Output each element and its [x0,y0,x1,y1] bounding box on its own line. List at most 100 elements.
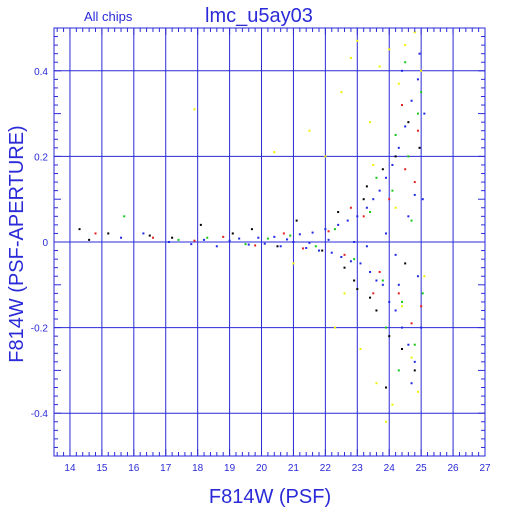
data-point-blue [369,270,372,273]
data-point-red [193,239,196,242]
chart-subtitle: All chips [84,9,133,24]
data-point-blue [418,52,421,55]
data-point-yellow [391,403,394,406]
data-point-yellow [375,382,378,385]
data-point-yellow [349,56,352,59]
data-point-blue [388,300,391,303]
data-point-blue [413,360,416,363]
data-point-blue [397,283,400,286]
data-point-blue [407,215,410,218]
y-axis-label: F814W (PSF-APERTURE) [6,125,28,362]
data-point-green [369,211,372,214]
data-point-blue [397,146,400,149]
data-point-blue [346,219,349,222]
data-point-blue [394,309,397,312]
data-point-yellow [372,163,375,166]
data-point-red [362,215,365,218]
data-point-red [302,247,305,250]
data-point-blue [120,236,123,239]
data-point-black [385,386,388,389]
data-point-black [394,155,397,158]
x-tick-label: 16 [128,463,140,474]
data-point-blue [257,236,260,239]
data-point-blue [330,251,333,254]
data-point-yellow [378,65,381,68]
x-axis-label: F814W (PSF) [209,486,331,508]
y-tick-label: 0.4 [34,67,48,78]
data-point-blue [372,198,375,201]
data-point-black [148,234,151,237]
data-point-blue [356,215,359,218]
data-point-green [394,134,397,136]
data-point-red [254,244,257,247]
data-point-blue [142,232,145,235]
data-point-yellow [404,44,407,47]
data-point-green [397,369,400,372]
data-point-green [391,189,394,192]
data-point-blue [407,343,410,346]
data-point-red [94,232,97,235]
data-point-red [404,168,407,171]
data-point-green [421,292,424,295]
data-point-black [343,266,346,269]
data-point-blue [410,99,413,102]
data-point-yellow [400,305,403,308]
data-point-yellow [423,275,426,278]
data-point-blue [413,193,416,196]
data-point-black [250,228,253,231]
data-point-red [416,129,419,132]
x-tick-label: 24 [384,463,396,474]
data-point-blue [279,245,282,248]
data-point-black [231,232,234,235]
data-point-red [327,230,330,233]
x-tick-label: 25 [416,463,428,474]
data-point-yellow [292,262,295,265]
data-point-yellow [416,390,419,393]
data-point-blue [308,241,311,244]
data-point-green [123,215,126,218]
data-point-black [107,232,110,235]
data-point-blue [385,176,388,179]
data-point-yellow [420,69,423,72]
data-point-blue [391,163,394,166]
data-point-blue [327,238,330,241]
data-point-blue [381,283,384,286]
data-point-blue [421,198,424,201]
y-tick-labels: -0.4 -0.2 0 0.2 0.4 [31,67,49,420]
data-point-black [199,223,202,226]
data-point-blue [167,241,170,243]
data-point-black [413,369,416,372]
x-tick-label: 17 [160,463,172,474]
data-point-blue [423,112,426,115]
data-point-blue [404,125,407,128]
data-point-red [343,253,346,256]
chart-title: lmc_u5ay03 [205,5,313,27]
data-point-blue [359,262,362,265]
data-point-yellow [343,292,346,295]
data-point-black [321,249,324,252]
data-point-green [333,228,336,231]
data-point-red [282,232,285,235]
axis-ticks [54,27,486,457]
data-point-green [420,91,423,94]
data-point-black [369,296,372,299]
data-point-green [266,237,269,240]
data-point-blue [410,382,413,385]
data-point-blue [394,253,397,256]
data-point-black [171,236,174,239]
data-point-yellow [193,108,196,111]
data-point-yellow [356,39,359,42]
data-point-black [337,211,340,214]
data-point-black [404,262,407,265]
data-point-blue [273,235,276,238]
y-tick-label: 0 [42,238,48,249]
data-point-blue [247,243,250,246]
data-point-red [397,292,400,295]
x-tick-label: 26 [448,463,460,474]
x-tick-label: 19 [224,463,236,474]
data-point-green [385,326,388,329]
data-point-black [400,348,403,350]
data-point-blue [203,238,206,241]
data-point-black [276,245,279,248]
